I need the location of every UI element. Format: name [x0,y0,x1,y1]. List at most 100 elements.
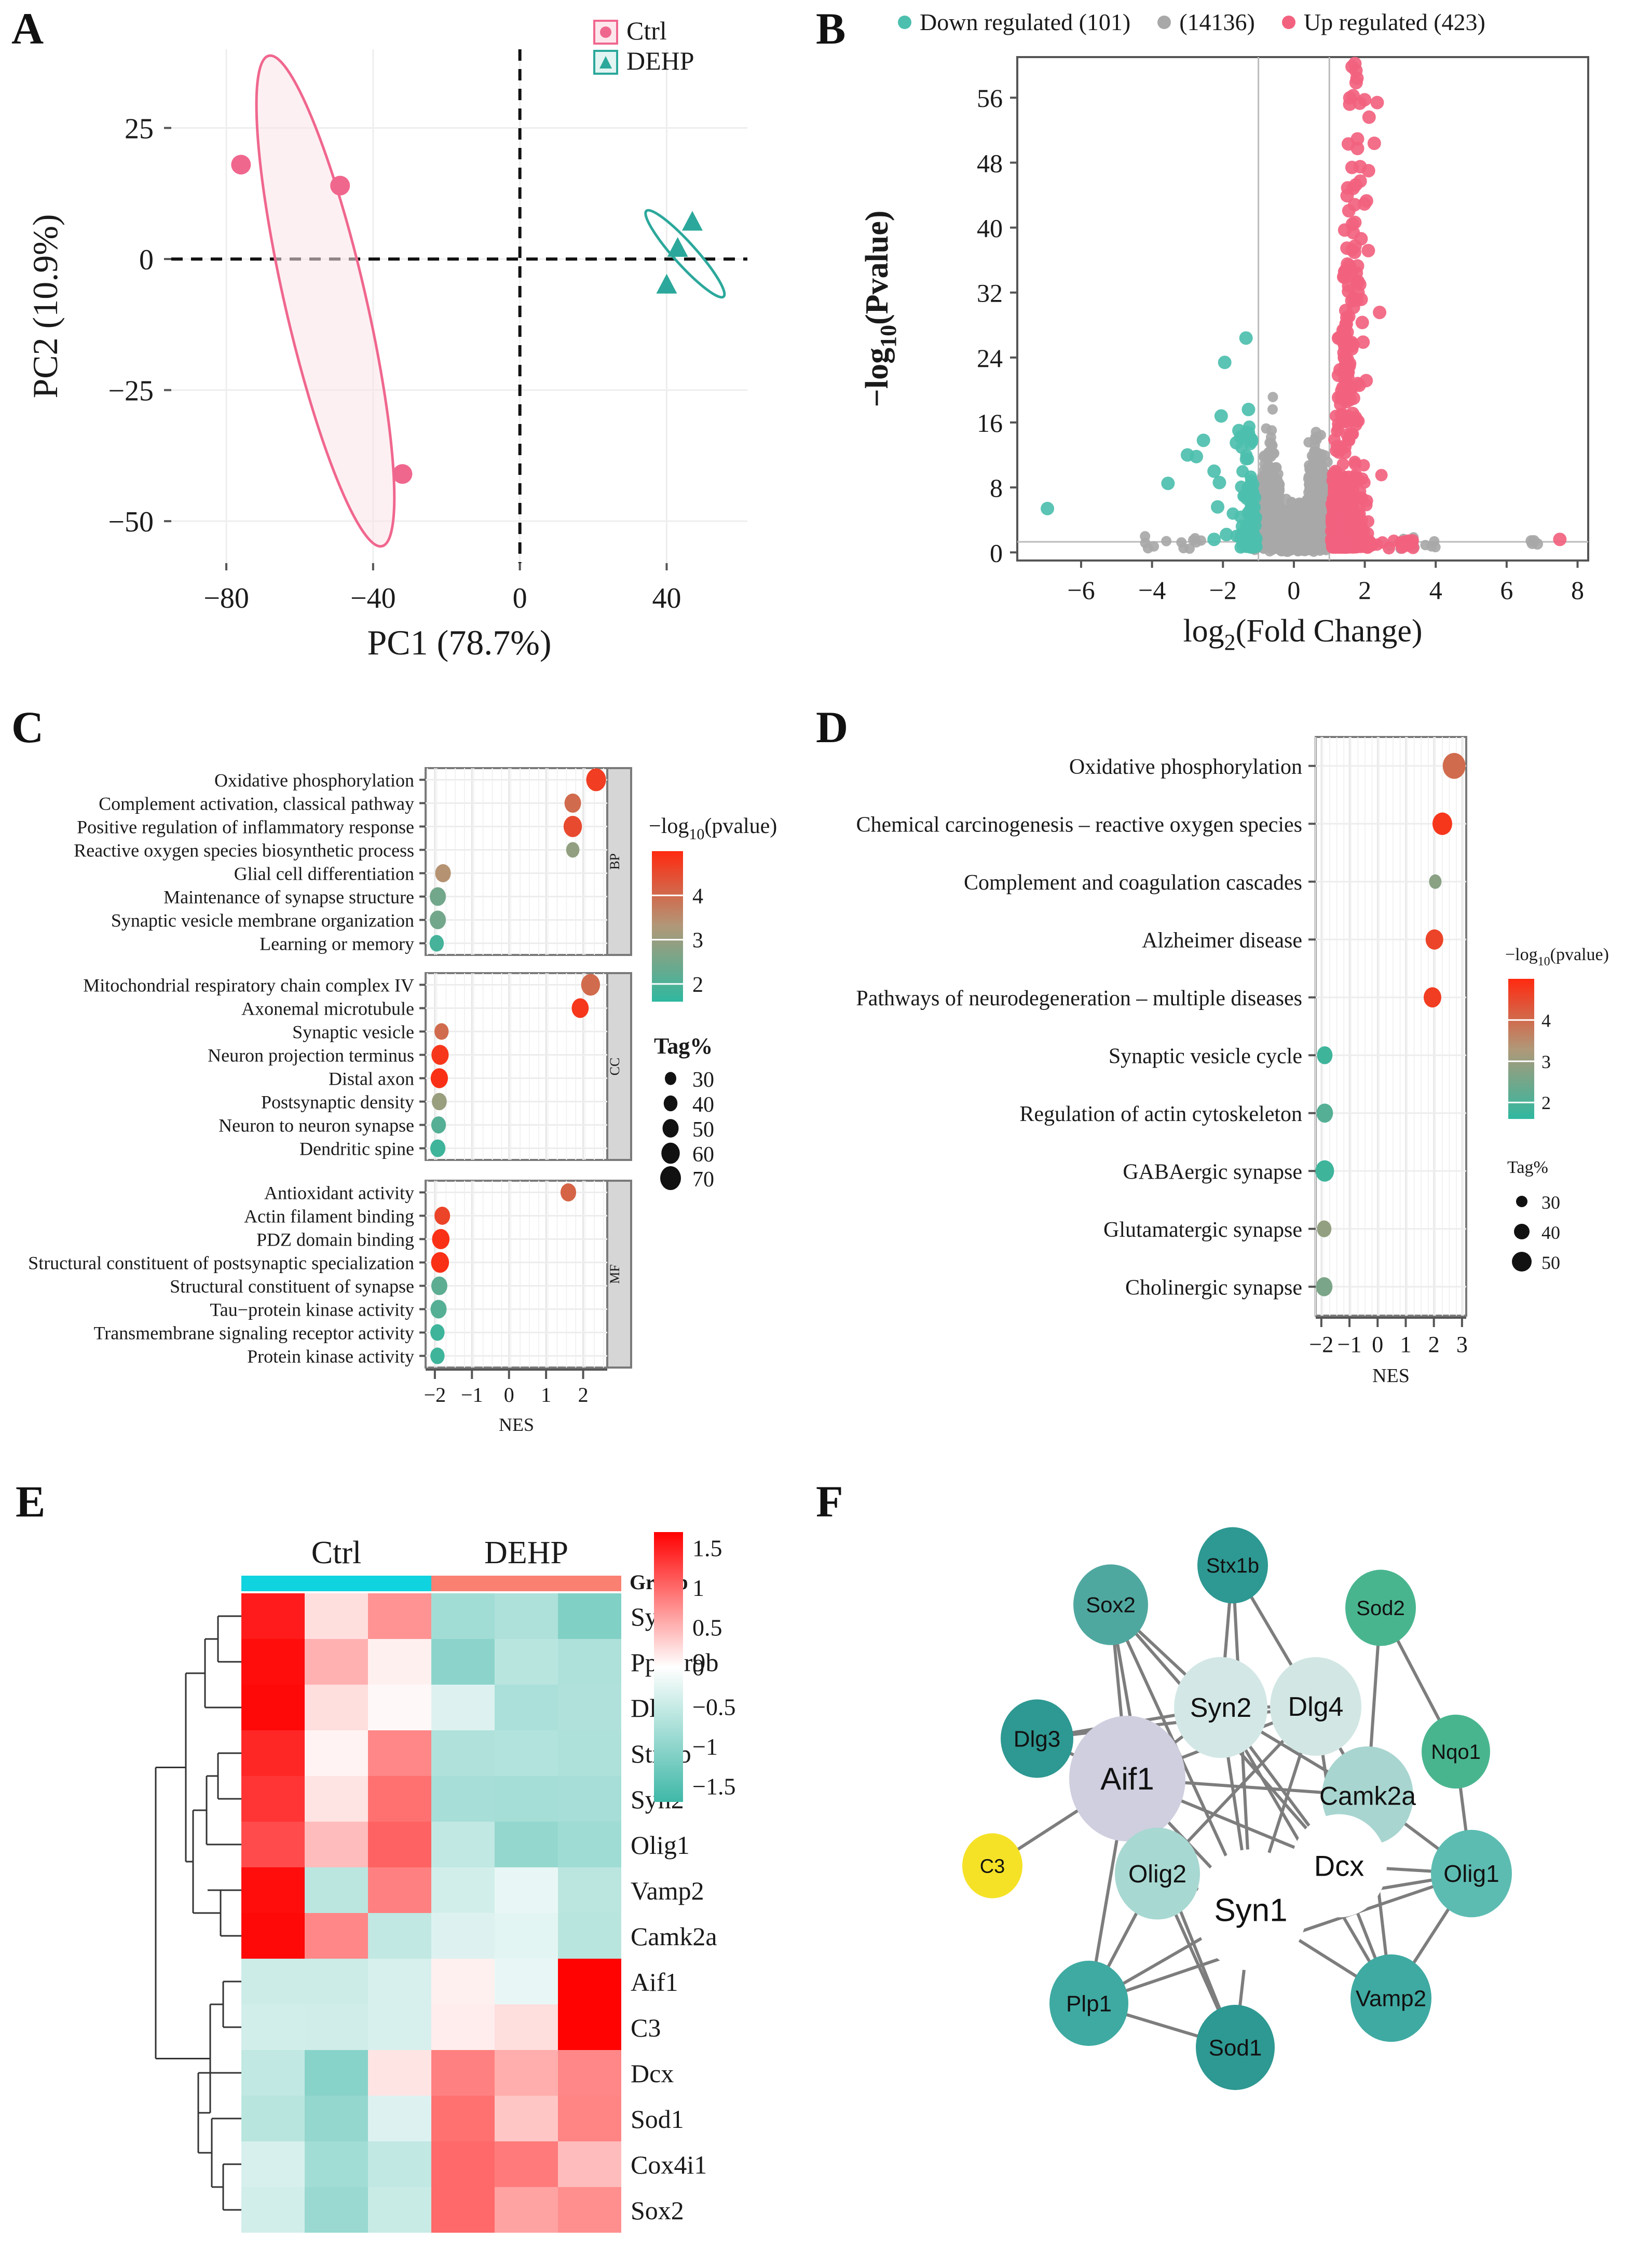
network-node-syn2[interactable]: Syn2 [1174,1657,1267,1758]
go-term-label: Tau−protein kinase activity [210,1300,414,1320]
node-shape[interactable] [1197,1527,1268,1604]
dot-cc [430,1068,448,1088]
size-legend-label: 40 [1541,1222,1560,1243]
network-node-sod1[interactable]: Sod1 [1196,2004,1275,2091]
network-node-c3[interactable]: C3 [962,1833,1022,1898]
node-shape[interactable] [1174,1657,1267,1758]
network-node-olig1[interactable]: Olig1 [1431,1829,1512,1918]
gsea-go-dotplot: BP Oxidative phosphorylation Complement ac… [28,767,777,1435]
node-shape[interactable] [1345,1569,1416,1646]
heatmap-cell [305,2187,368,2233]
node-shape[interactable] [1291,1814,1387,1918]
legend-label-up: Up regulated (423) [1303,9,1485,35]
heatmap-cell [368,1593,431,1639]
group-bar-ctrl [241,1576,431,1591]
dot-mf [560,1183,577,1201]
go-term-label: Axonemal microtubule [241,999,414,1019]
node-label: Olig2 [1128,1861,1186,1888]
y-tick-label: −25 [108,375,154,407]
node-label: Syn1 [1214,1893,1287,1929]
heatmap-cell [558,1593,621,1639]
heatmap-cell [305,2050,368,2096]
heatmap-cell [495,1685,558,1730]
row-dendrogram [155,1615,241,2211]
size-legend-dot [661,1142,680,1164]
panel-e-letter: E [16,1477,46,1526]
node-shape[interactable] [1069,1716,1185,1841]
heatmap-cell [368,1639,431,1685]
facet-strip [606,972,632,1161]
legend-dot-up [1281,15,1295,29]
heatmap-cell [241,2050,305,2096]
go-term-label: Synaptic vesicle [292,1022,414,1043]
heatmap-cell [368,1913,431,1959]
network-node-olig2[interactable]: Olig2 [1115,1827,1200,1920]
node-label: Camk2a [1319,1782,1416,1811]
network-node-sox2[interactable]: Sox2 [1073,1564,1148,1645]
heatmap-cell [495,1822,558,1867]
node-label: Dcx [1314,1850,1364,1882]
network-node-aif1[interactable]: Aif1 [1069,1716,1185,1841]
y-tick-label: 0 [139,244,154,276]
heatmap-cell [368,1685,431,1730]
network-node-stx1b[interactable]: Stx1b [1197,1527,1268,1604]
x-axis-title: NES [499,1414,534,1435]
kegg-term-label: Synaptic vesicle cycle [1109,1044,1302,1068]
network-node-syn1[interactable]: Syn1 [1195,1849,1307,1971]
size-legend-title: Tag% [654,1033,713,1059]
node-shape[interactable] [1431,1829,1512,1918]
network-node-plp1[interactable]: Plp1 [1049,1960,1128,2046]
panel-e: E CtrlDEHPGroupSyn1Ppp1r9bDlg3Stx1bSyn2O… [0,1443,810,2268]
size-legend-label: 30 [692,1068,714,1092]
heatmap-cell [431,1639,495,1685]
y-tick-label: 25 [125,113,154,145]
network-node-sod2[interactable]: Sod2 [1345,1569,1416,1646]
dot-cc [431,1116,446,1133]
x-tick-label: 4 [1429,576,1442,605]
heatmap-cell [431,1913,495,1959]
go-term-label: Synaptic vesicle membrane organization [111,910,414,931]
heatmap-cell [558,1867,621,1913]
heatmap-cell [241,2141,305,2187]
node-shape[interactable] [962,1833,1022,1898]
x-tick-label: 0 [513,582,527,614]
node-shape[interactable] [1422,1714,1490,1789]
network-node-dlg3[interactable]: Dlg3 [1001,1699,1073,1778]
heatmap-cell [558,1685,621,1730]
node-shape[interactable] [1001,1699,1073,1778]
heatmap-cell [305,1867,368,1913]
x-tick-label: −1 [461,1383,483,1406]
node-shape[interactable] [1195,1849,1307,1971]
heatmap-cell [241,1822,305,1867]
node-shape[interactable] [1196,2004,1275,2091]
network-node-vamp2[interactable]: Vamp2 [1350,1954,1431,2042]
heatmap-cell [368,1867,431,1913]
heatmap-row-label: Olig1 [631,1830,690,1860]
node-shape[interactable] [1270,1657,1361,1756]
svg-text:−log10(Pvalue): −log10(Pvalue) [859,211,901,407]
x-tick-label: −2 [424,1383,446,1406]
kegg-term-label: Complement and coagulation cascades [964,871,1302,895]
confidence-ellipse-ctrl [255,54,396,548]
x-tick-label: 2 [578,1383,589,1406]
heatmap-cells [241,1593,621,2233]
x-tick-label: 2 [1358,576,1371,605]
network-node-dcx[interactable]: Dcx [1291,1814,1387,1918]
y-axis-title: −log10(Pvalue) [859,211,901,407]
x-tick-label: −2 [1209,576,1237,605]
x-axis-title: NES [1372,1365,1410,1387]
network-node-dlg4[interactable]: Dlg4 [1270,1657,1361,1756]
x-tick-label: −40 [350,582,396,614]
node-shape[interactable] [1049,1960,1128,2046]
heatmap-cell [241,1685,305,1730]
node-shape[interactable] [1073,1564,1148,1645]
network-node-nqo1[interactable]: Nqo1 [1422,1714,1490,1789]
heatmap-cell [431,1730,495,1776]
dot-bp [566,842,580,858]
kegg-term-label: Regulation of actin cytoskeleton [1019,1102,1302,1126]
dot-mf [432,1229,450,1249]
node-shape[interactable] [1350,1954,1431,2042]
go-term-label: Transmembrane signaling receptor activit… [93,1323,414,1344]
node-shape[interactable] [1115,1827,1200,1920]
pca-point-ctrl [392,464,413,484]
